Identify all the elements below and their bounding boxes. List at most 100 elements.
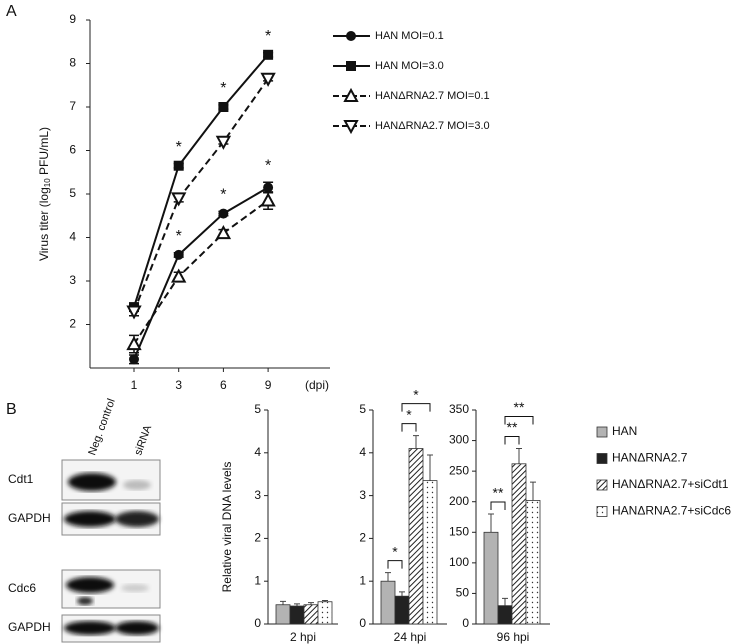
y-tick-label: 150	[449, 524, 469, 538]
blot-column-label: siRNA	[132, 423, 154, 457]
bar	[497, 605, 513, 625]
panel-label: A	[6, 3, 17, 20]
significance: *	[220, 187, 226, 204]
point	[173, 160, 184, 171]
legend-swatch	[596, 479, 608, 491]
significance-bracket	[504, 436, 520, 445]
y-axis-label-part: 10	[43, 178, 52, 187]
y-tick-label: 250	[449, 463, 469, 477]
error-bar	[530, 481, 536, 501]
y-tick-label: 3	[359, 488, 366, 502]
panel-label: B	[6, 401, 17, 418]
y-tick-label: 4	[254, 445, 261, 459]
significance: **	[507, 419, 518, 435]
significance: *	[406, 406, 412, 422]
x-tick-label: 1	[131, 378, 138, 392]
blot-row-label: Cdc6	[8, 581, 36, 595]
point	[173, 249, 184, 260]
blot-row-label: Cdt1	[8, 472, 34, 486]
y-tick-label: 5	[69, 186, 76, 200]
western-blot	[61, 459, 161, 643]
significance: *	[392, 543, 398, 559]
bar	[408, 448, 424, 625]
y-tick-label: 8	[69, 56, 76, 70]
bar	[483, 531, 499, 625]
significance-bracket	[401, 423, 417, 432]
point	[260, 72, 276, 87]
error-bar	[413, 435, 419, 449]
error-bar	[516, 448, 522, 464]
bar	[525, 500, 541, 625]
y-tick-label: 50	[456, 586, 470, 600]
y-tick-label: 1	[254, 573, 261, 587]
y-tick-label: 2	[359, 531, 366, 545]
y-tick-label: 4	[69, 230, 76, 244]
bar	[380, 580, 396, 625]
point	[218, 102, 229, 112]
significance: *	[176, 139, 182, 156]
y-tick-label: 1	[359, 573, 366, 587]
point	[171, 192, 187, 207]
y-tick-label: 100	[449, 555, 469, 569]
y-tick-label: 5	[359, 402, 366, 416]
bar	[422, 480, 438, 625]
line	[133, 199, 269, 345]
legend-swatch	[596, 453, 608, 464]
y-tick-label: 3	[69, 273, 76, 287]
blot-row-label: GAPDH	[8, 511, 51, 525]
y-tick-label: 7	[69, 99, 76, 113]
point	[218, 208, 229, 219]
y-axis-label: Virus titer (log10 PFU/mL)	[37, 127, 52, 261]
x-tick-label: 9	[265, 378, 272, 392]
x-axis-label: 2 hpi	[290, 630, 316, 644]
error-bar	[427, 454, 433, 481]
y-tick-label: 200	[449, 494, 469, 508]
point	[343, 120, 359, 135]
legend-label: HANΔRNA2.7 MOI=3.0	[375, 120, 490, 132]
point	[346, 31, 356, 41]
significance: **	[493, 485, 504, 501]
y-tick-label: 2	[254, 531, 261, 545]
legend-label: HAN	[612, 424, 637, 438]
point	[343, 87, 359, 102]
y-tick-label: 6	[69, 143, 76, 157]
bar	[511, 463, 527, 625]
legend-label: HAN MOI=3.0	[375, 60, 444, 72]
x-tick-label: 6	[220, 378, 227, 392]
point	[263, 182, 274, 193]
line	[133, 78, 269, 312]
error-bar	[502, 597, 508, 606]
x-tick-label: 3	[175, 378, 182, 392]
significance: *	[265, 157, 271, 174]
legend-label: HAN MOI=0.1	[375, 30, 444, 42]
point	[260, 192, 276, 207]
point	[126, 305, 142, 320]
bar	[289, 605, 305, 625]
y-axis-label-part: Virus titer (log	[37, 187, 51, 261]
y-tick-label: 300	[449, 433, 469, 447]
error-bar	[385, 572, 391, 582]
legend-label: HANΔRNA2.7	[612, 451, 688, 465]
bar	[303, 604, 319, 625]
y-tick-label: 4	[359, 445, 366, 459]
y-tick-label: 9	[69, 12, 76, 26]
line	[133, 54, 269, 308]
significance: **	[514, 399, 525, 415]
y-tick-label: 0	[462, 616, 469, 630]
legend-label: HANΔRNA2.7 MOI=0.1	[375, 90, 490, 102]
significance-bracket	[387, 560, 403, 569]
point	[126, 335, 142, 351]
y-tick-label: 5	[254, 402, 261, 416]
significance-bracket	[401, 403, 431, 412]
point	[215, 225, 232, 240]
y-axis-label-part: PFU/mL)	[37, 127, 51, 178]
y-tick-label: 2	[69, 317, 76, 331]
legend-label: HANΔRNA2.7+siCdc6	[612, 504, 731, 518]
line	[133, 186, 269, 360]
significance: *	[265, 28, 271, 45]
significance: *	[176, 228, 182, 245]
significance-bracket	[504, 416, 534, 425]
blot-row-label: GAPDH	[8, 620, 51, 634]
bar	[394, 595, 410, 625]
